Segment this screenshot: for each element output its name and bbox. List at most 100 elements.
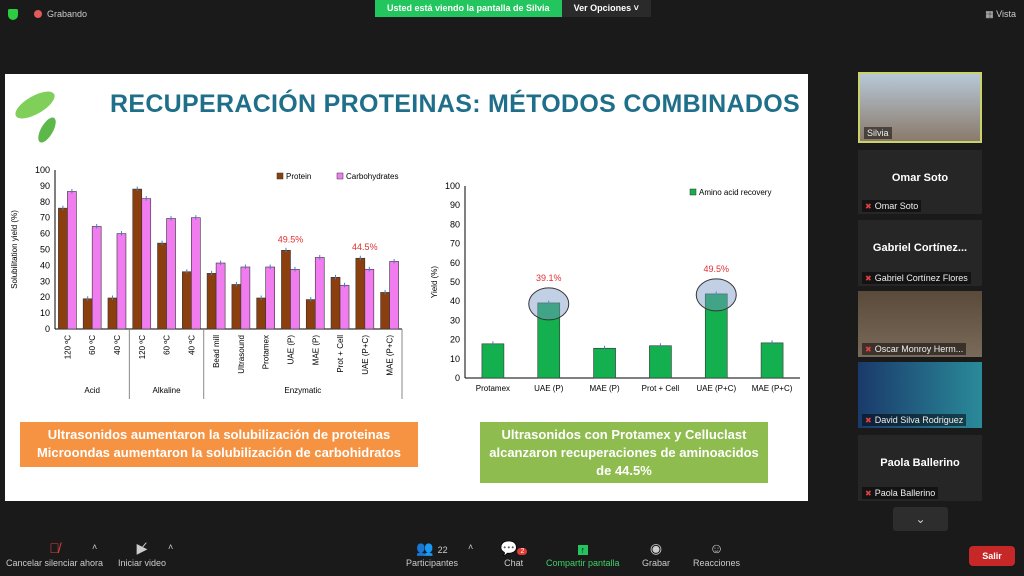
x-tick-label: Ultrasound	[237, 335, 246, 374]
participants-button[interactable]: 👥 22 Participantes	[406, 540, 458, 568]
bar	[67, 191, 77, 330]
y-tick-label: 40	[40, 260, 50, 270]
bar	[157, 242, 167, 330]
top-bar: Grabando Usted está viendo la pantalla d…	[0, 0, 1024, 30]
muted-mic-icon: ✖	[865, 273, 872, 283]
participant-label: ✖ David Silva Rodriguez	[862, 414, 967, 426]
participant-tile-gabriel[interactable]: Gabriel Cortínez... ✖ Gabriel Cortínez Flo…	[858, 220, 982, 286]
x-tick-label: MAE (P)	[589, 384, 620, 393]
view-button[interactable]: ▦ Vista	[985, 9, 1016, 19]
reactions-icon: ☺	[709, 540, 724, 556]
group-label: Alkaline	[153, 386, 182, 395]
bar	[305, 299, 316, 330]
bar	[339, 284, 350, 330]
bar	[330, 277, 341, 330]
chat-button[interactable]: 💬 2 Chat	[500, 540, 528, 568]
leaf-decoration-icon	[15, 91, 56, 143]
y-axis-label: Yield (%)	[430, 266, 439, 298]
name-text: Silvia	[867, 128, 889, 138]
y-axis-label: Solubilitation yield (%)	[10, 210, 19, 289]
view-options-label: Ver Opciones	[573, 3, 632, 13]
x-tick-label: Prot + Cell	[642, 384, 680, 393]
y-tick-label: 60	[40, 229, 50, 239]
x-tick-label: 120 ºC	[138, 335, 147, 359]
bar	[182, 271, 192, 330]
y-tick-label: 80	[450, 219, 460, 229]
annotation: 49.5%	[703, 264, 729, 274]
unmute-button[interactable]: 🎙̸ Cancelar silenciar ahora	[6, 540, 103, 568]
y-tick-label: 10	[40, 308, 50, 318]
leave-meeting-button[interactable]: Salir	[969, 546, 1015, 566]
solubilization-chart: 0 10 20 30 40 50 60 70 80 90 100 Solubilitation yie…	[10, 165, 403, 399]
annotation: 44.5%	[352, 242, 378, 252]
record-icon: ◉	[649, 540, 663, 556]
audio-options-caret[interactable]: ˄	[92, 542, 98, 552]
legend-label: Amino acid recovery	[699, 188, 771, 197]
slide-title: RECUPERACIÓN PROTEINAS: MÉTODOS COMBINAD…	[110, 90, 800, 118]
y-tick-label: 40	[450, 296, 460, 306]
name-text: Oscar Monroy Herm...	[874, 344, 964, 354]
x-tick-label: MAE (P)	[311, 335, 320, 366]
participant-tile-silvia[interactable]: Silvia	[858, 72, 982, 143]
share-screen-icon: ↑	[546, 540, 620, 558]
bar	[380, 292, 390, 330]
security-shield-icon[interactable]	[8, 9, 18, 20]
y-tick-label: 20	[40, 292, 50, 302]
participant-label: ✖ Omar Soto	[862, 200, 922, 212]
name-text: David Silva Rodriguez	[874, 415, 964, 425]
record-button[interactable]: ◉ Grabar	[642, 540, 670, 568]
video-options-caret[interactable]: ˄	[168, 542, 174, 552]
conclusion-line-1: Ultrasonidos aumentaron la solubilizació…	[47, 427, 391, 442]
reactions-label: Reacciones	[693, 558, 741, 568]
bar	[82, 298, 93, 330]
record-label: Grabar	[642, 558, 671, 568]
participant-label: ✖ Oscar Monroy Herm...	[862, 343, 967, 355]
share-screen-button[interactable]: ↑ Compartir pantalla	[546, 540, 620, 568]
scroll-participants-down-button[interactable]: ⌄	[893, 507, 948, 531]
bar	[215, 262, 226, 330]
conclusion-box-left: Ultrasonidos aumentaron la solubilizació…	[20, 422, 418, 467]
start-video-button[interactable]: ▶̸ Iniciar video	[118, 540, 166, 568]
participant-label: ✖ Paola Ballerino	[862, 487, 939, 499]
unmute-label: Cancelar silenciar ahora	[6, 558, 104, 568]
participant-tile-paola[interactable]: Paola Ballerino ✖ Paola Ballerino	[858, 435, 982, 501]
amino-acid-chart: 0 10 20 30 40 50 60 70 80 90 100 Yield (%) Protamex U…	[430, 181, 800, 393]
participant-label: ✖ Gabriel Cortínez Flores	[862, 272, 971, 284]
x-tick-label: Protamex	[262, 335, 271, 369]
bar	[649, 345, 672, 379]
muted-mic-icon: ✖	[865, 344, 872, 354]
participant-tile-david[interactable]: ✖ David Silva Rodriguez	[858, 362, 982, 428]
participants-count: 22	[437, 545, 448, 555]
bar	[206, 273, 217, 330]
start-video-label: Iniciar video	[118, 558, 167, 568]
bar	[593, 347, 616, 379]
name-text: Omar Soto	[874, 201, 919, 211]
conclusion-box-right: Ultrasonidos con Protamex y Celluclast a…	[480, 422, 768, 483]
name-text: Paola Ballerino	[874, 488, 936, 498]
annotation: 39.1%	[536, 273, 562, 283]
bar	[265, 266, 275, 330]
share-banner: Usted está viendo la pantalla de Silvia V…	[375, 0, 651, 17]
view-options-button[interactable]: Ver Opciones ˅	[561, 0, 651, 17]
recording-indicator[interactable]: Grabando	[34, 9, 87, 19]
y-tick-label: 80	[40, 197, 50, 207]
x-tick-label: Prot + Cell	[336, 335, 345, 373]
x-tick-label: 60 ºC	[88, 335, 97, 355]
participant-tile-omar[interactable]: Omar Soto ✖ Omar Soto	[858, 150, 982, 214]
bar	[364, 269, 375, 330]
y-tick-label: 70	[450, 239, 460, 249]
bar	[290, 269, 300, 330]
muted-mic-icon: ✖	[865, 488, 872, 498]
bar	[231, 284, 242, 330]
share-label: Compartir pantalla	[546, 558, 620, 568]
y-tick-label: 100	[445, 181, 460, 191]
y-tick-label: 20	[450, 335, 460, 345]
participant-tile-oscar[interactable]: ✖ Oscar Monroy Herm...	[858, 291, 982, 357]
y-tick-label: 60	[450, 258, 460, 268]
muted-mic-icon: 🎙̸	[49, 540, 60, 556]
x-tick-label: UAE (P+C)	[696, 384, 736, 393]
reactions-button[interactable]: ☺ Reacciones	[693, 540, 740, 568]
participants-caret[interactable]: ˄	[468, 542, 474, 552]
group-label: Enzymatic	[284, 386, 321, 395]
view-label: Vista	[996, 9, 1016, 19]
